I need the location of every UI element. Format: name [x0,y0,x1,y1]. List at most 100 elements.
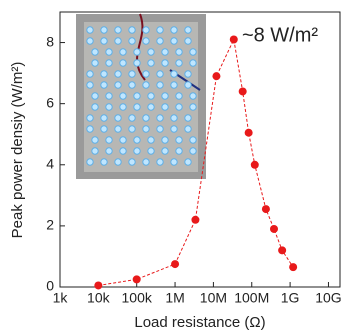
photo-led [105,59,113,67]
photo-led [119,103,127,111]
photo-led [170,114,178,122]
photo-led [105,103,113,111]
photo-led [142,125,150,133]
photo-led [114,70,122,78]
photo-led [175,147,183,155]
data-point [191,215,200,224]
photo-led [128,70,136,78]
photo-led [128,114,136,122]
photo-led [170,26,178,34]
photo-led [147,59,155,67]
photo-led [86,158,94,166]
photo-led [161,147,169,155]
y-tick-label: 2 [46,217,54,233]
photo-led [86,125,94,133]
data-point [229,35,238,44]
photo-led [184,70,192,78]
photo-led [161,59,169,67]
photo-led [161,48,169,56]
photo-led [119,147,127,155]
data-point [94,281,103,290]
photo-led [133,136,141,144]
data-point [238,87,247,96]
photo-led [128,81,136,89]
x-tick-label: 1G [281,290,300,306]
photo-led [91,92,99,100]
photo-led [133,103,141,111]
photo-led [119,48,127,56]
data-point [250,160,259,169]
photo-led [105,92,113,100]
y-tick-label: 6 [46,94,54,110]
photo-led [133,48,141,56]
photo-led [147,136,155,144]
x-axis-label: Load resistance (Ω) [134,314,265,331]
x-tick-label: 10k [87,290,111,306]
data-point [212,72,221,81]
photo-led [156,125,164,133]
photo-led [100,26,108,34]
photo-led [142,37,150,45]
y-axis-label: Peak power densiy (W/m²) [9,62,26,239]
photo-led [119,136,127,144]
photo-led [161,136,169,144]
photo-led [184,37,192,45]
photo-led [105,147,113,155]
photo-led [105,48,113,56]
photo-led [170,70,178,78]
photo-led [105,136,113,144]
photo-led [114,26,122,34]
photo-led [100,158,108,166]
x-tick-label: 1k [53,290,69,306]
photo-led [147,92,155,100]
data-point [244,128,253,137]
photo-led [114,125,122,133]
photo-led [86,37,94,45]
photo-led [91,136,99,144]
photo-led [156,114,164,122]
inset-photo [76,13,206,179]
photo-led [156,37,164,45]
y-tick-label: 8 [46,33,54,49]
photo-led [170,158,178,166]
y-tick-label: 0 [46,278,54,294]
photo-led [86,70,94,78]
photo-led [114,81,122,89]
photo-led [86,114,94,122]
photo-led [114,37,122,45]
photo-led [133,59,141,67]
photo-led [189,48,197,56]
x-tick-label: 10M [200,290,227,306]
photo-led [86,81,94,89]
photo-led [100,114,108,122]
photo-led [133,92,141,100]
photo-led [184,158,192,166]
photo-led [156,81,164,89]
photo-led [91,48,99,56]
data-point [278,246,287,255]
photo-led [128,125,136,133]
photo-led [189,59,197,67]
photo-led [128,26,136,34]
annotation: ~8 W/m² [242,24,318,46]
x-tick-label: 10G [315,290,341,306]
photo-led [142,70,150,78]
photo-led [128,37,136,45]
photo-led [170,125,178,133]
photo-led [91,103,99,111]
photo-led [170,37,178,45]
photo-led [189,92,197,100]
photo-led [156,26,164,34]
photo-led [86,26,94,34]
photo-led [175,103,183,111]
photo-led [147,48,155,56]
photo-led [100,37,108,45]
photo-led [175,136,183,144]
photo-leds [86,26,197,166]
photo-led [114,114,122,122]
photo-led [119,92,127,100]
photo-led [189,103,197,111]
photo-led [142,81,150,89]
